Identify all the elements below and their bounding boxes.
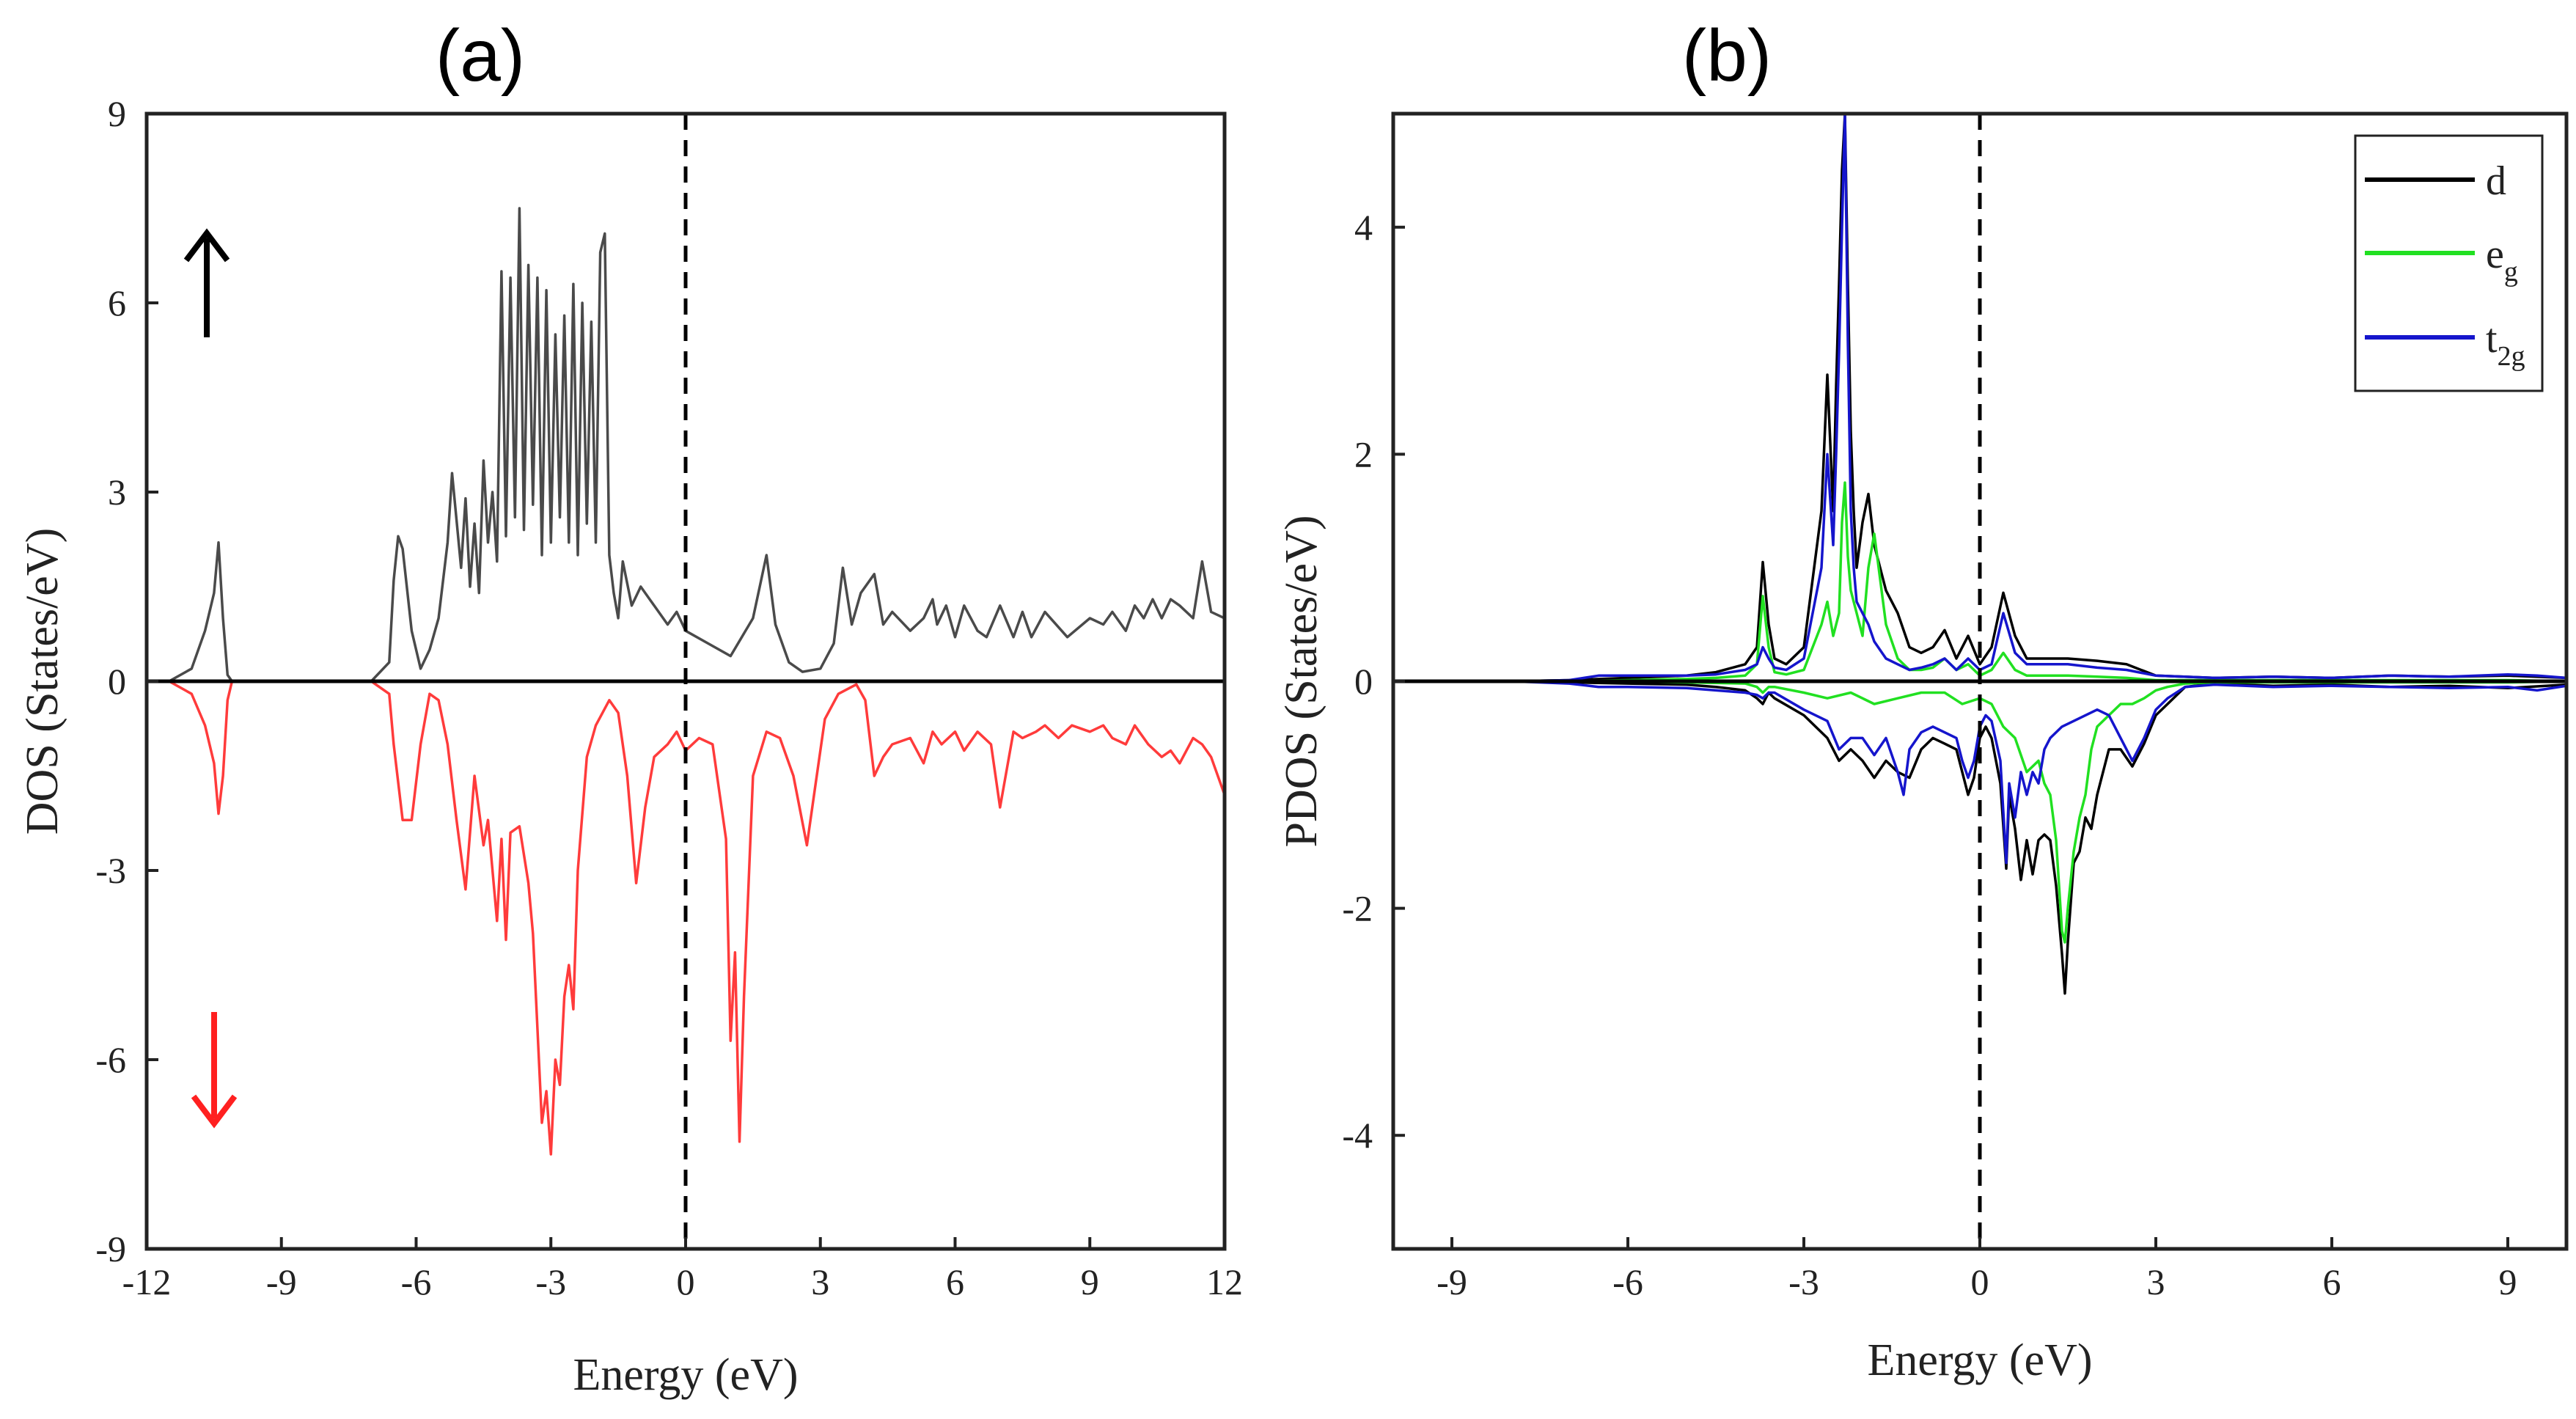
series-line-d-down — [1393, 680, 2566, 995]
y-tick-label: -3 — [95, 850, 126, 891]
svg-text:eg: eg — [2486, 232, 2518, 287]
series-line-t-2g-up — [1393, 114, 2566, 683]
x-tick-label: 9 — [1081, 1261, 1099, 1302]
x-tick-label: -3 — [1788, 1261, 1819, 1302]
x-tick-label: 6 — [946, 1261, 964, 1302]
x-tick-label: 12 — [1206, 1261, 1243, 1302]
x-tick-label: -6 — [1612, 1261, 1643, 1302]
panel-b-plot-area — [1393, 114, 2566, 1249]
x-tick-label: 3 — [811, 1261, 829, 1302]
spin-down-arrow-icon — [191, 1012, 238, 1129]
series-line-t-2g-down — [1393, 680, 2566, 865]
x-tick-label: -6 — [401, 1261, 432, 1302]
x-tick-label: -3 — [535, 1261, 566, 1302]
panel-a-y-axis-title: DOS (States/eV) — [18, 528, 67, 835]
y-tick-label: 0 — [1354, 661, 1373, 702]
x-tick-label: 6 — [2323, 1261, 2341, 1302]
series-line-d-up — [1393, 114, 2566, 683]
y-tick-label: 2 — [1354, 433, 1373, 474]
panel-b-label: (b) — [1682, 15, 1772, 97]
series-line-e-g-up — [1393, 481, 2566, 683]
y-tick-label: 6 — [108, 282, 126, 323]
y-tick-label: 3 — [108, 472, 126, 513]
y-tick-label: 9 — [108, 93, 126, 134]
svg-text:d: d — [2486, 158, 2506, 204]
y-tick-label: -6 — [95, 1039, 126, 1080]
panel-a-label: (a) — [436, 15, 525, 97]
series-line-spin-up — [147, 207, 1225, 683]
svg-text:t2g: t2g — [2486, 316, 2525, 372]
legend-item-eg: eg — [2365, 232, 2518, 287]
panel-b-legend: d eg t2g — [2354, 134, 2544, 392]
x-tick-label: 9 — [2499, 1261, 2517, 1302]
x-tick-label: -9 — [1436, 1261, 1467, 1302]
legend-item-d: d — [2365, 158, 2506, 204]
panel-a-plot-area — [147, 114, 1225, 1249]
x-tick-label: -9 — [266, 1261, 297, 1302]
y-tick-label: -2 — [1342, 888, 1373, 929]
y-tick-label: 0 — [108, 661, 126, 702]
y-tick-label: -4 — [1342, 1115, 1373, 1156]
spin-up-arrow-icon — [183, 228, 230, 337]
panel-b-x-axis-title: Energy (eV) — [1867, 1335, 2092, 1385]
legend-item-t2g: t2g — [2365, 316, 2525, 372]
panel-b-projected-dos: (b) -9 -6 -3 0 3 6 9 -4 -2 0 2 4 Energy (eV) PDOS (… — [1277, 15, 2569, 1385]
x-tick-label: 0 — [1971, 1261, 1989, 1302]
series-line-spin-down — [147, 680, 1225, 1156]
y-tick-label: -9 — [95, 1228, 126, 1269]
panel-b-ticks: -9 -6 -3 0 3 6 9 -4 -2 0 2 4 — [1342, 207, 2517, 1302]
x-tick-label: 3 — [2147, 1261, 2165, 1302]
panel-b-y-axis-title: PDOS (States/eV) — [1277, 516, 1326, 848]
panel-a-x-axis-title: Energy (eV) — [573, 1350, 798, 1400]
series-line-e-g-down — [1393, 680, 2566, 944]
x-tick-label: -12 — [122, 1261, 172, 1302]
x-tick-label: 0 — [677, 1261, 695, 1302]
y-tick-label: 4 — [1354, 207, 1373, 248]
